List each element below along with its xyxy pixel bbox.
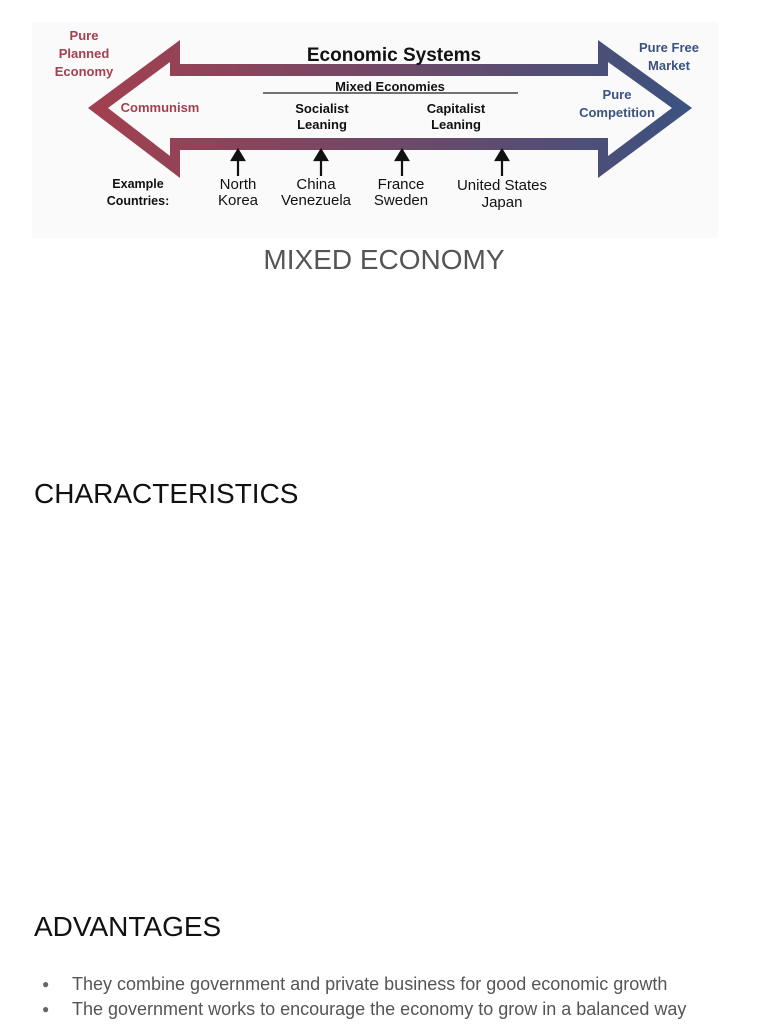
country-north-korea-2: Korea <box>218 192 259 209</box>
left-end-label-2: Planned <box>59 46 110 61</box>
list-item: The government works to encourage the ec… <box>34 997 686 1022</box>
country-china: China <box>296 176 336 193</box>
socialist-label-1: Socialist <box>295 101 349 116</box>
arrow-up-icon <box>230 147 246 176</box>
advantages-heading: ADVANTAGES <box>34 911 222 942</box>
list-item: They combine government and private busi… <box>34 972 686 997</box>
country-united-states: United States <box>457 177 547 194</box>
arrow-up-icon <box>313 147 329 176</box>
characteristics-heading: CHARACTERISTICS <box>34 478 299 509</box>
example-label-1: Example <box>112 177 163 191</box>
pure-competition-label-2: Competition <box>579 105 655 120</box>
communism-label: Communism <box>121 100 200 115</box>
page-title: MIXED ECONOMY <box>263 244 505 275</box>
pure-competition-label-1: Pure <box>603 87 632 102</box>
capitalist-label-2: Leaning <box>431 117 481 132</box>
double-arrow-inner <box>108 62 672 156</box>
example-label-2: Countries: <box>107 194 170 208</box>
country-france: France <box>378 176 425 193</box>
capitalist-label-1: Capitalist <box>427 101 486 116</box>
economic-systems-diagram: Pure Planned Economy Communism Pure Free… <box>32 22 718 238</box>
left-end-label-3: Economy <box>55 64 114 79</box>
right-end-label-1: Pure Free <box>639 40 699 55</box>
country-north-korea-1: North <box>220 176 257 193</box>
mixed-economies-label: Mixed Economies <box>335 79 445 94</box>
diagram-svg: Pure Planned Economy Communism Pure Free… <box>55 28 699 211</box>
right-end-label-2: Market <box>648 58 691 73</box>
country-sweden: Sweden <box>374 192 428 209</box>
arrow-up-icon <box>494 147 510 176</box>
country-japan: Japan <box>482 194 523 211</box>
advantages-list: They combine government and private busi… <box>34 972 686 1022</box>
diagram-title: Economic Systems <box>307 45 481 66</box>
pointer-arrows <box>230 147 510 176</box>
left-end-label-1: Pure <box>70 28 99 43</box>
country-venezuela: Venezuela <box>281 192 352 209</box>
arrow-up-icon <box>394 147 410 176</box>
socialist-label-2: Leaning <box>297 117 347 132</box>
